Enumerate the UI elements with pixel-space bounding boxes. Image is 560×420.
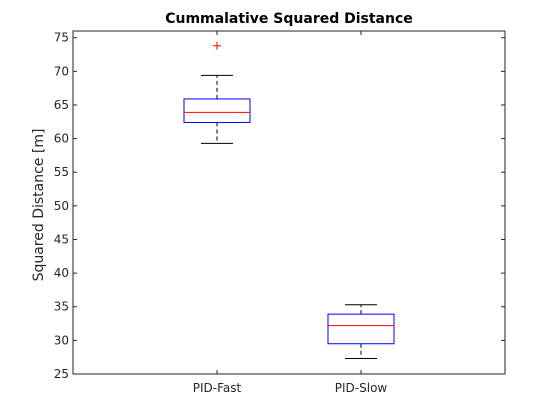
y-tick-label: 40 [54,266,69,280]
y-axis-ticks: 25 30 35 40 45 50 55 60 65 70 75 [54,31,505,381]
iqr-box [327,313,395,345]
y-tick-label: 75 [54,31,69,45]
box-pid-slow [327,304,395,360]
box-pid-fast [183,41,251,144]
y-tick-label: 60 [54,132,69,146]
y-tick-label: 50 [54,199,69,213]
plot-area [72,30,506,375]
x-tick-label: PID-Slow [335,381,388,395]
iqr-box [183,98,251,123]
y-axis-label: Squared Distance [m] [31,129,47,282]
x-tick-label: PID-Fast [193,381,242,395]
y-tick-label: 65 [54,98,69,112]
y-tick-label: 55 [54,165,69,179]
outlier-marker [213,41,221,50]
y-tick-label: 25 [54,367,69,381]
y-tick-label: 45 [54,232,69,246]
y-tick-label: 35 [54,300,69,314]
chart-title: Cummalative Squared Distance [165,11,413,27]
box-series [183,41,395,360]
y-tick-label: 30 [54,333,69,347]
y-tick-label: 70 [54,64,69,78]
x-axis-ticks: PID-Fast PID-Slow [193,31,388,395]
